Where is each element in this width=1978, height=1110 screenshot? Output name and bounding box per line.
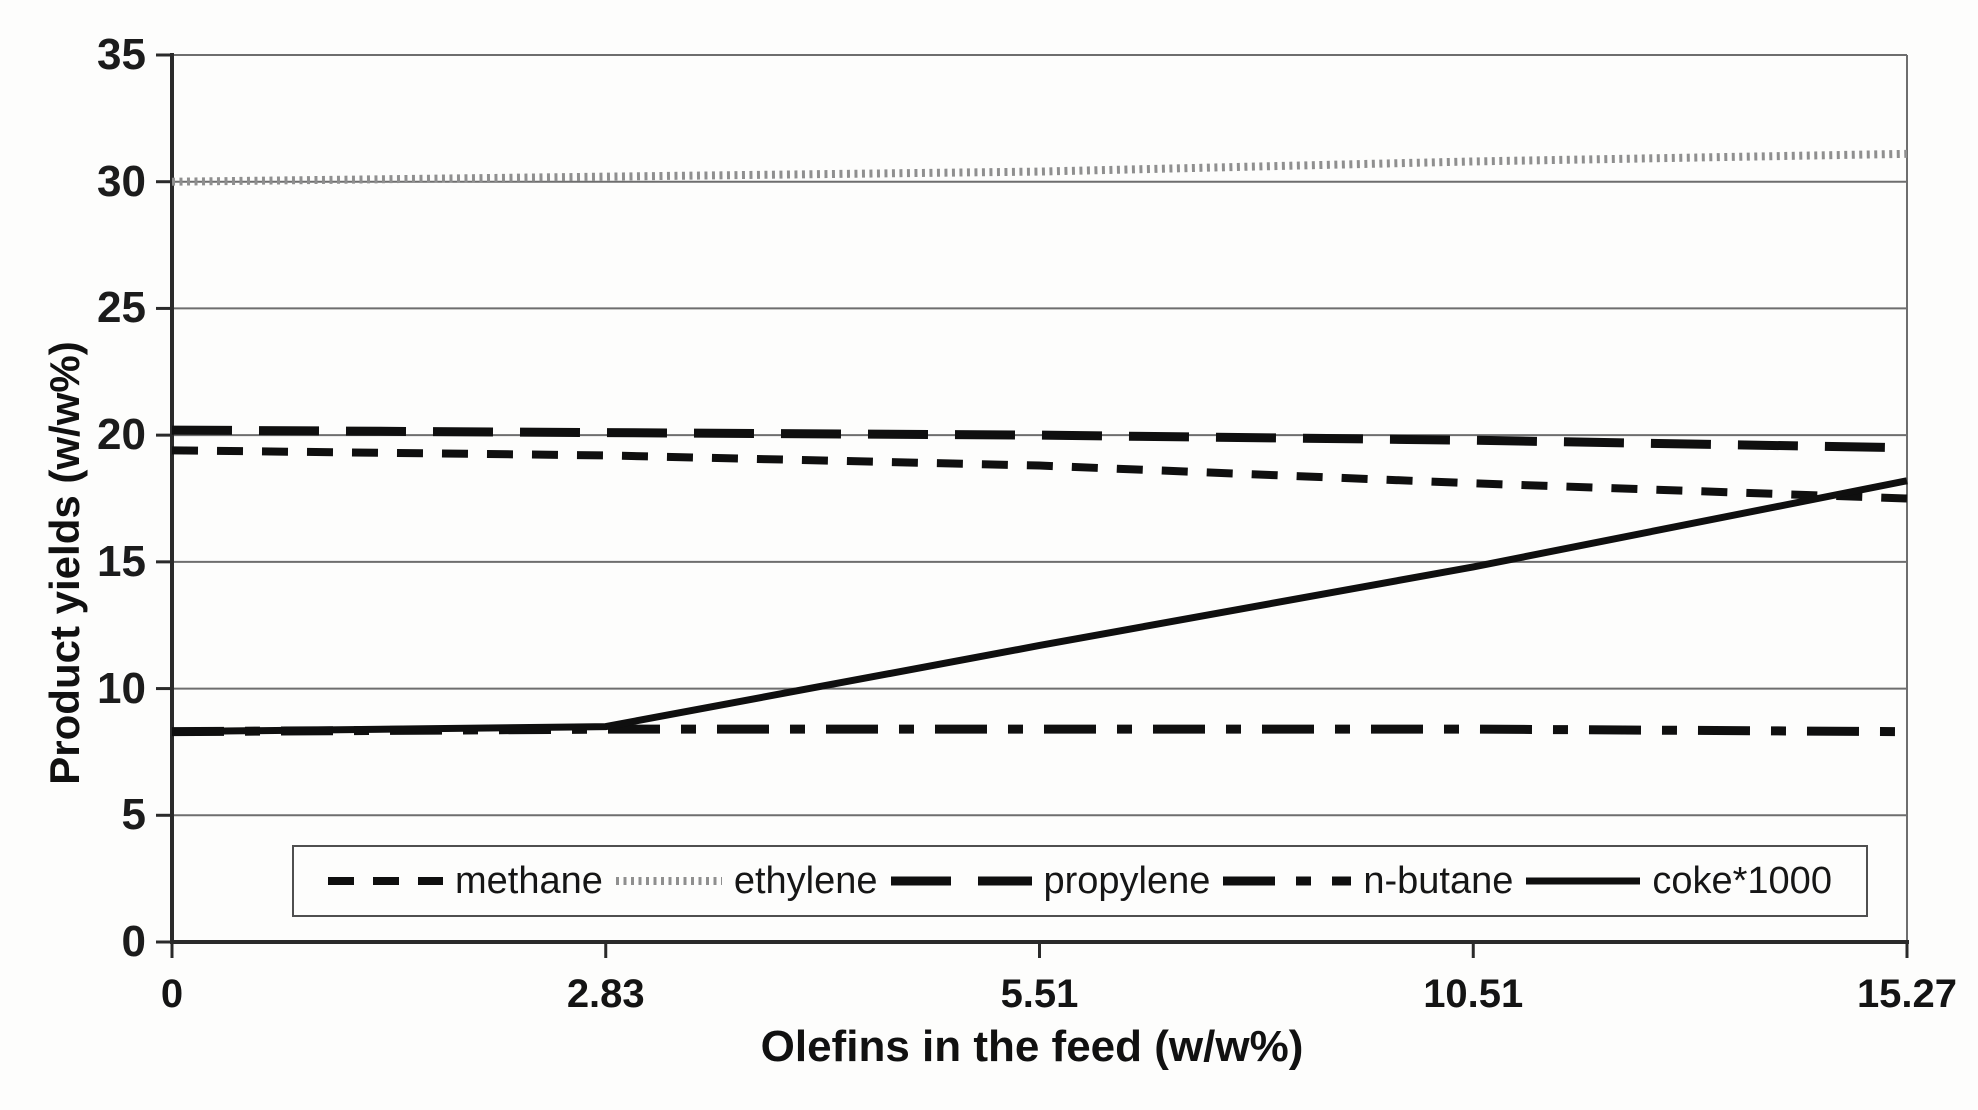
y-tick-label-15: 15: [97, 536, 146, 586]
series-line-propylene: [171, 425, 1908, 453]
y-axis-title: Product yields (w/w%): [41, 341, 88, 785]
legend-item-methane: methane: [328, 860, 603, 903]
legend-item-n-butane: n-butane: [1223, 860, 1513, 903]
y-tick-label-25: 25: [97, 283, 146, 333]
series-line-nbutane: [171, 724, 1908, 737]
x-tick-label-2.83: 2.83: [566, 972, 645, 1016]
y-tick-label-35: 35: [97, 30, 146, 79]
methane-line-sample-icon: [328, 877, 443, 885]
legend-label-methane: methane: [455, 859, 603, 902]
legend-label-n-butane: n-butane: [1363, 859, 1514, 902]
legend-label-ethylene: ethylene: [733, 859, 878, 902]
y-tick-label-10: 10: [97, 663, 146, 713]
legend-label-coke: coke*1000: [1652, 859, 1832, 902]
x-tick-label-15.27: 15.27: [1856, 972, 1958, 1016]
y-tick-label-5: 5: [121, 790, 146, 840]
x-tick-label-5.51: 5.51: [1000, 972, 1079, 1016]
x-tick-label-10.51: 10.51: [1423, 972, 1524, 1016]
x-axis-title: Olefins in the feed (w/w%): [760, 1022, 1304, 1071]
y-tick-label-20: 20: [97, 410, 146, 460]
y-tick-label-30: 30: [97, 156, 146, 206]
legend-item-ethylene: ethylene: [615, 859, 878, 903]
series-line-ethylene: [171, 149, 1908, 186]
series-line-methane: [171, 446, 1908, 503]
ethylene-line-sample-icon: [615, 877, 722, 885]
legend-item-coke: coke*1000: [1526, 860, 1832, 903]
legend-item-propylene: propylene: [890, 859, 1211, 903]
y-tick-label-0: 0: [121, 917, 146, 966]
legend-label-propylene: propylene: [1043, 859, 1211, 902]
series-line-coke: [171, 477, 1908, 736]
propylene-line-sample-icon: [890, 876, 1032, 886]
legend-box: methane ethylene propylene n-butane coke: [292, 845, 1868, 917]
x-tick-label-0: 0: [160, 972, 184, 1016]
coke-line-sample-icon: [1526, 877, 1641, 885]
n-butane-line-sample-icon: [1223, 876, 1352, 886]
